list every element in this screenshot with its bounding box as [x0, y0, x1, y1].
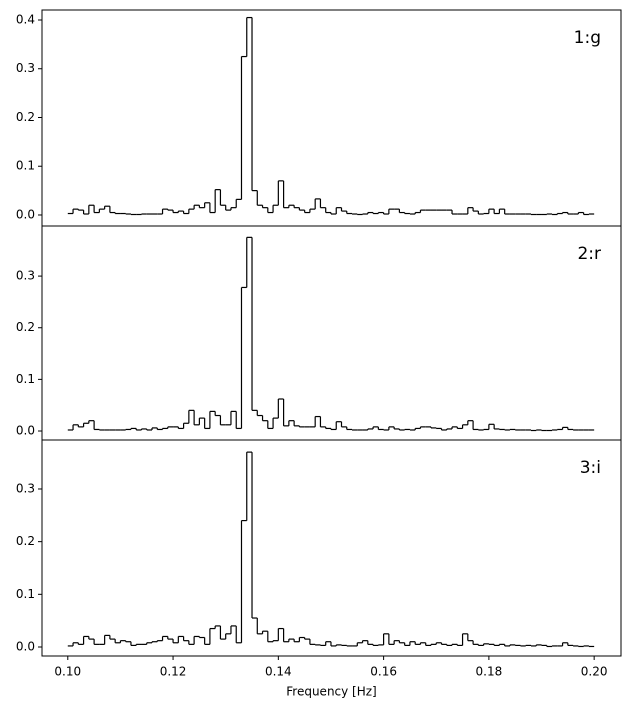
y-tick-label: 0.1: [16, 159, 35, 173]
y-tick-label: 0.3: [16, 481, 35, 495]
y-tick-label: 0.3: [16, 61, 35, 75]
panel-label: 1:g: [574, 28, 601, 48]
y-tick-label: 0.0: [16, 639, 35, 653]
x-tick-label: 0.14: [265, 665, 292, 679]
y-tick-label: 0.4: [16, 12, 35, 26]
y-tick-label: 0.2: [16, 320, 35, 334]
axes-frame: [41, 439, 622, 657]
y-tick-label: 0.2: [16, 110, 35, 124]
y-tick-label: 0.0: [16, 424, 35, 438]
y-tick-label: 0.1: [16, 372, 35, 386]
panel-label: 3:i: [580, 458, 601, 478]
y-tick-label: 0.1: [16, 587, 35, 601]
x-tick-label: 0.12: [160, 665, 187, 679]
y-tick-label: 0.3: [16, 269, 35, 283]
panel-label: 2:r: [577, 244, 601, 264]
x-tick-label: 0.10: [54, 665, 81, 679]
y-tick-label: 0.2: [16, 534, 35, 548]
y-tick-label: 0.0: [16, 207, 35, 221]
x-tick-label: 0.18: [476, 665, 503, 679]
x-tick-label: 0.20: [581, 665, 608, 679]
axes-frame: [41, 225, 622, 441]
x-axis-label: Frequency [Hz]: [286, 685, 377, 699]
x-tick-label: 0.16: [370, 665, 397, 679]
axes-frame: [41, 9, 622, 227]
